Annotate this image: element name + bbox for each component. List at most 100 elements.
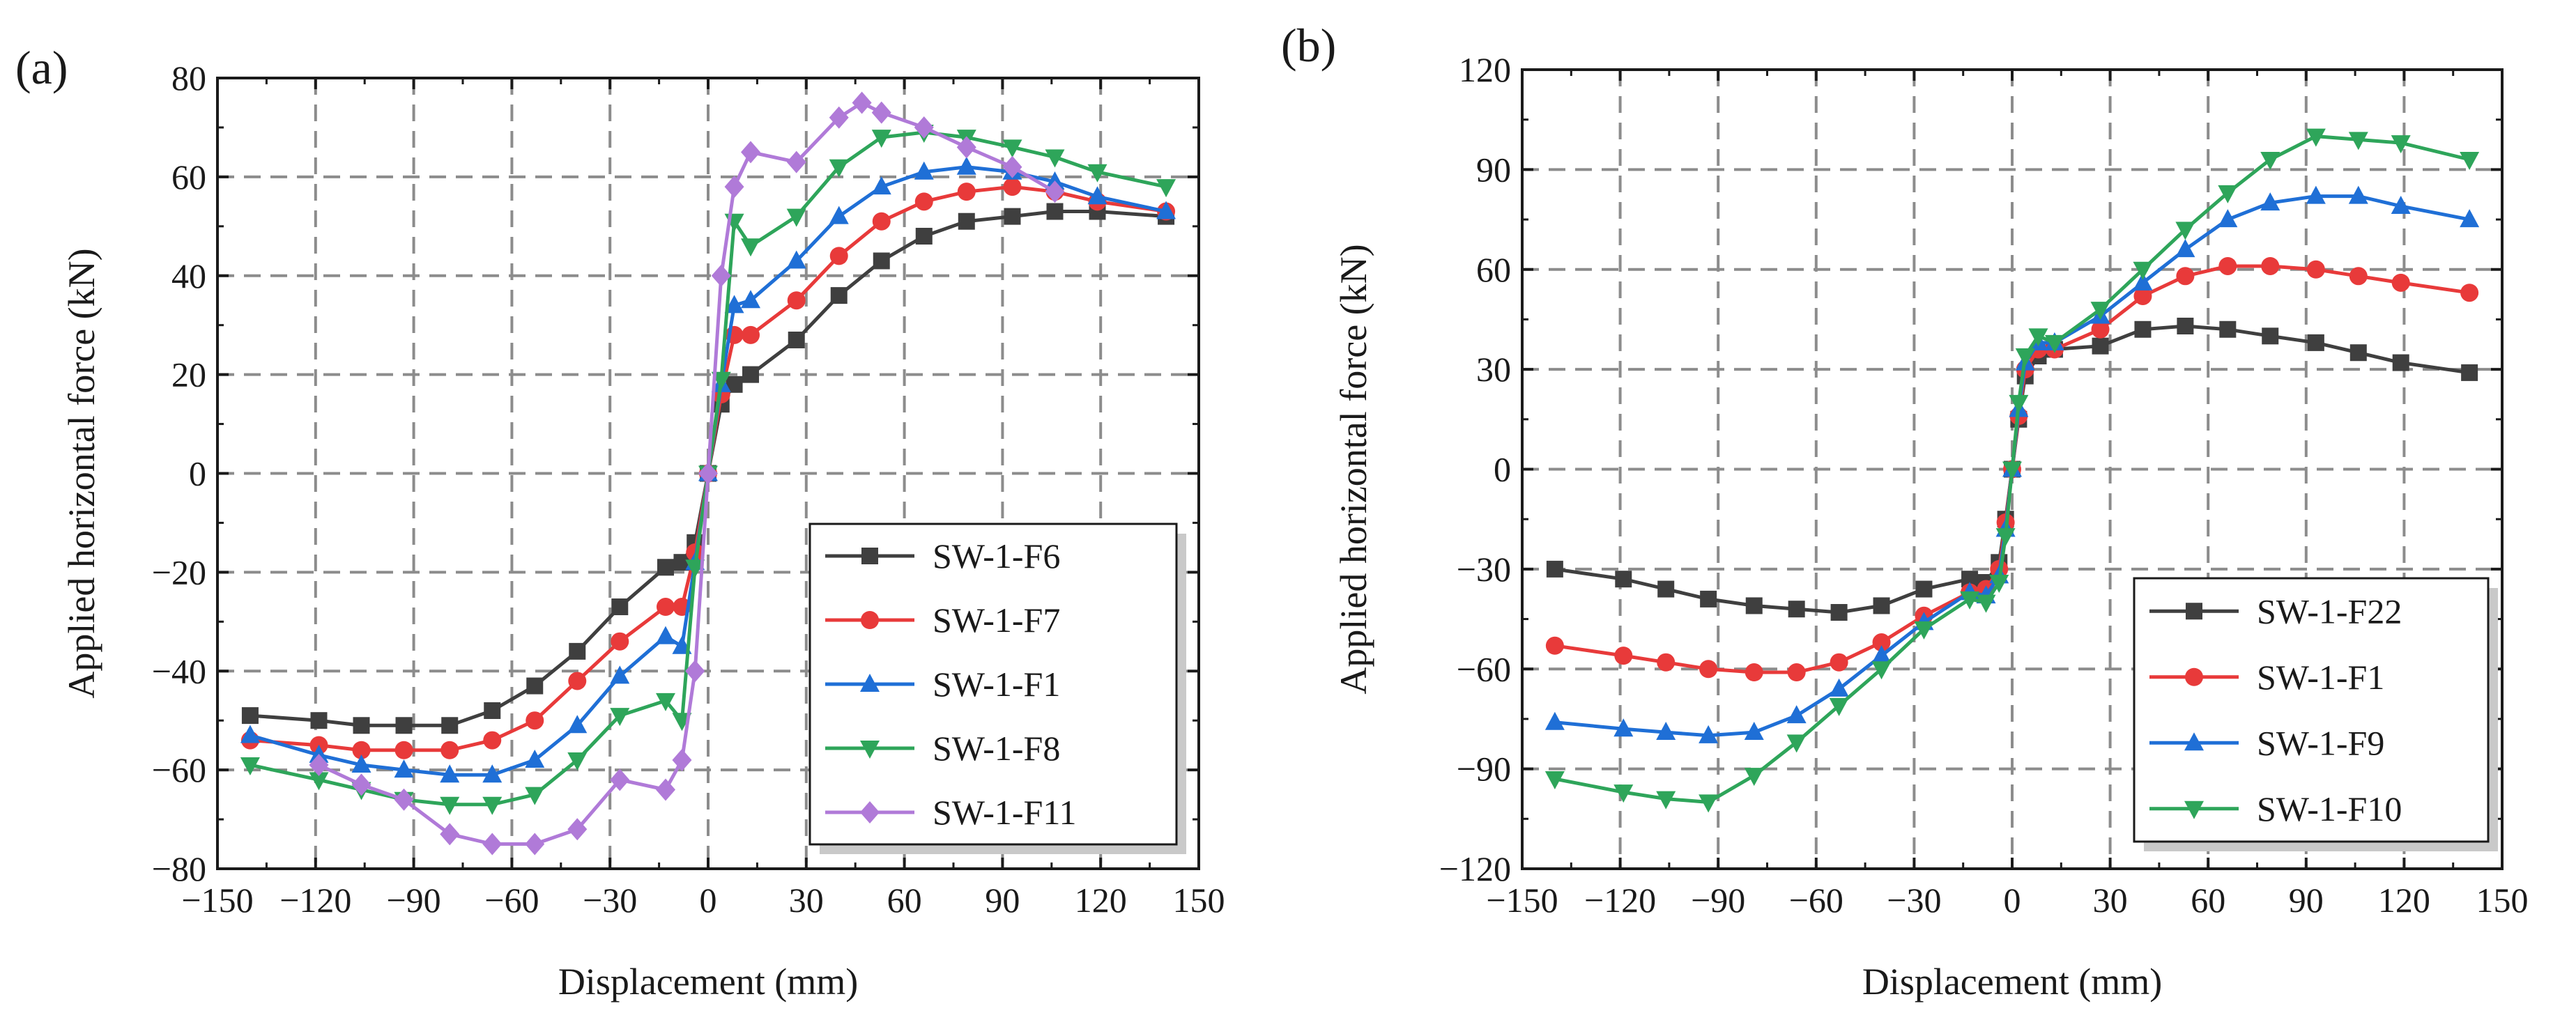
data-point	[309, 744, 329, 763]
data-point	[2218, 256, 2237, 275]
data-point	[786, 250, 806, 269]
data-point	[1989, 574, 2009, 593]
data-point	[483, 731, 502, 750]
data-point	[484, 702, 501, 719]
data-point	[914, 161, 934, 180]
x-tick-label: 120	[1075, 881, 1127, 920]
data-point	[309, 754, 329, 777]
x-tick-label: −60	[1789, 881, 1843, 920]
data-point	[2218, 185, 2238, 203]
y-tick-label: −60	[1457, 649, 1511, 688]
x-tick-label: −120	[279, 881, 351, 920]
data-point	[1699, 725, 1719, 743]
series-SW-1-F10	[1544, 128, 2480, 813]
legend-a: SW-1-F6 SW-1-F7 SW-1-F1 SW-1-F8 SW-1-F11	[808, 523, 1186, 854]
data-point	[1787, 663, 1806, 682]
y-tick-label: 60	[1476, 250, 1511, 289]
data-point	[2028, 328, 2048, 347]
legend-item: SW-1-F1	[825, 665, 1060, 704]
x-tick-label: 60	[887, 881, 922, 920]
data-point	[1544, 771, 1565, 789]
data-point	[1002, 155, 1022, 178]
data-point	[2262, 327, 2279, 345]
series-SW-1-F11	[309, 91, 1065, 856]
x-tick-label: 30	[789, 881, 824, 920]
data-point	[871, 176, 891, 195]
data-point	[1657, 580, 1675, 598]
x-tick-label: 60	[2191, 881, 2225, 920]
legend-b: SW-1-F22 SW-1-F1 SW-1-F9 SW-1-F10	[2133, 577, 2498, 851]
y-tick-label: 0	[189, 454, 206, 493]
data-point	[526, 711, 544, 730]
data-point	[711, 264, 731, 287]
data-point	[958, 212, 975, 230]
legend-marker	[2186, 603, 2202, 620]
legend-item: SW-1-F1	[2149, 658, 2384, 697]
data-point	[567, 752, 588, 771]
x-tick-label: −60	[484, 881, 539, 920]
y-tick-label: −20	[152, 552, 206, 591]
data-point	[1914, 621, 1934, 640]
data-point	[1656, 722, 1676, 741]
data-point	[2349, 267, 2368, 286]
data-point	[956, 156, 976, 175]
data-point	[742, 325, 760, 344]
legend-label: SW-1-F11	[933, 793, 1077, 832]
data-point	[1699, 660, 1718, 679]
data-point	[956, 136, 976, 159]
data-point	[2133, 272, 2153, 291]
data-point	[655, 693, 675, 711]
data-point	[394, 759, 414, 778]
data-point	[1045, 171, 1065, 189]
y-tick-label: −120	[1439, 849, 1511, 888]
data-point	[1002, 139, 1022, 158]
data-point	[1744, 722, 1764, 741]
data-point	[1745, 597, 1763, 614]
data-point	[352, 741, 371, 759]
y-tick-label: −90	[1457, 750, 1511, 789]
data-point	[2133, 286, 2152, 305]
data-point	[610, 665, 630, 684]
data-point	[1830, 653, 1848, 672]
legend-box	[2133, 577, 2490, 843]
x-tick-label: 90	[985, 881, 1020, 920]
legend-label: SW-1-F10	[2257, 789, 2402, 828]
data-point	[1156, 201, 1176, 219]
data-point	[2460, 284, 2479, 302]
data-point	[741, 141, 761, 164]
x-tick-label: 30	[2093, 881, 2128, 920]
data-point	[852, 91, 872, 114]
data-point	[871, 130, 891, 148]
y-tick-label: −30	[1457, 550, 1511, 589]
data-point	[526, 677, 544, 695]
data-point	[1788, 601, 1805, 618]
data-point	[685, 559, 705, 578]
data-point	[829, 247, 848, 265]
data-point	[2391, 273, 2410, 292]
data-point	[1744, 768, 1764, 787]
data-point	[1995, 528, 2016, 547]
data-point	[957, 183, 976, 201]
y-tick-label: 0	[1494, 450, 1511, 489]
data-point	[655, 778, 675, 801]
data-point	[2261, 256, 2280, 275]
data-point	[788, 331, 805, 348]
data-point	[741, 290, 761, 309]
data-point	[741, 238, 761, 257]
y-tick-label: −40	[152, 651, 206, 690]
data-point	[1545, 636, 1564, 655]
legend-item: SW-1-F9	[2149, 723, 2384, 762]
y-tick-label: 90	[1476, 150, 1511, 189]
legend-item: SW-1-F11	[825, 793, 1077, 832]
data-point	[672, 748, 692, 771]
data-point	[1872, 633, 1891, 652]
data-point	[525, 749, 545, 768]
x-tick-label: 0	[700, 881, 717, 920]
x-tick-label: −120	[1584, 881, 1656, 920]
legend-marker	[860, 674, 880, 692]
y-tick-label: 20	[171, 355, 206, 394]
data-point	[657, 559, 674, 576]
data-point	[1613, 718, 1634, 737]
data-point	[2306, 185, 2326, 204]
data-point	[873, 252, 890, 270]
